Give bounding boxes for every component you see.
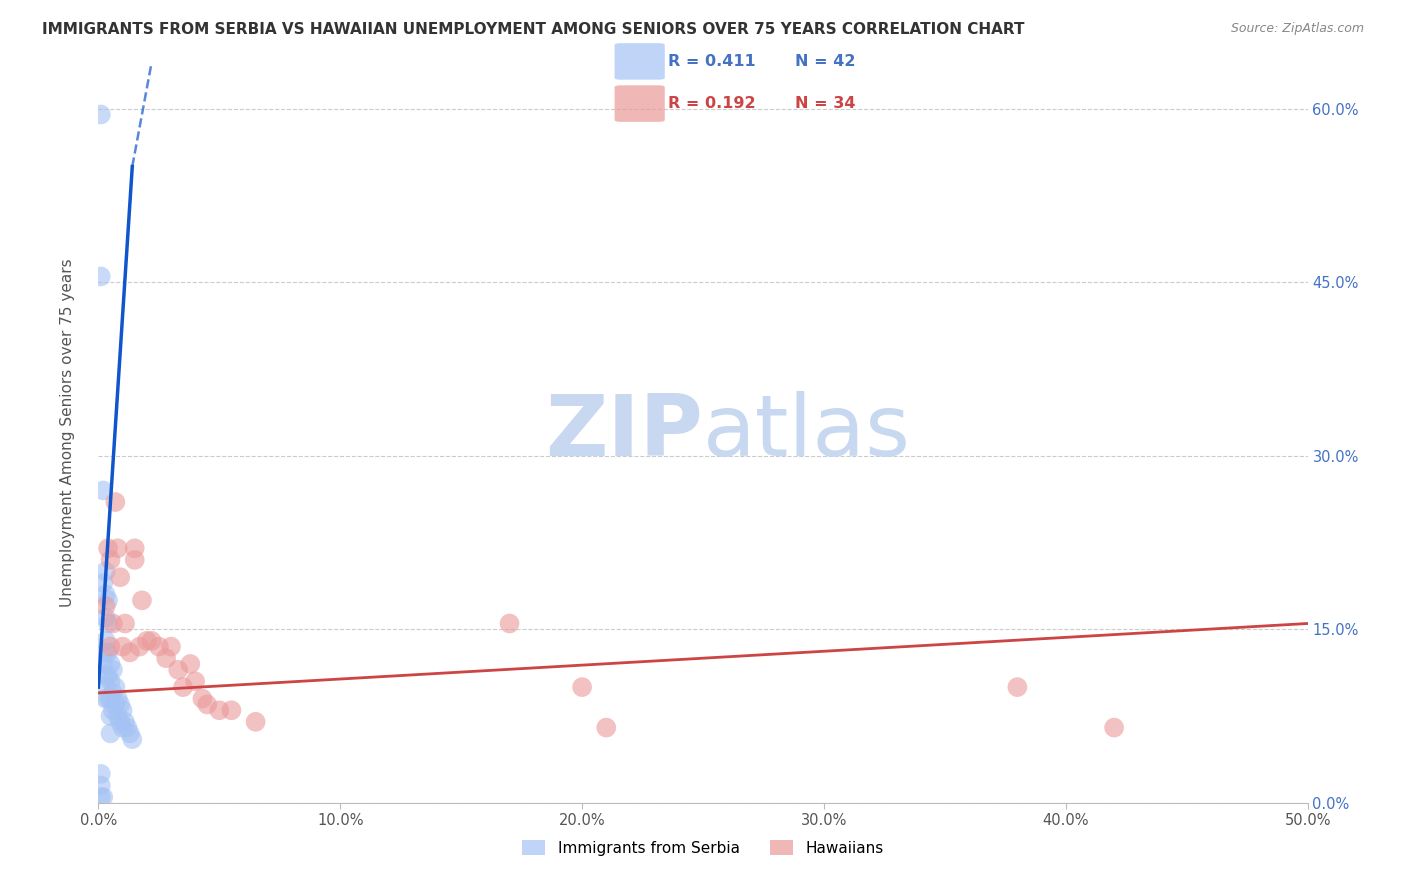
Point xyxy=(101,663,124,677)
Point xyxy=(100,674,122,689)
Point xyxy=(179,657,201,671)
Point xyxy=(135,633,157,648)
Point xyxy=(160,640,183,654)
Text: atlas: atlas xyxy=(703,391,911,475)
Point xyxy=(155,651,177,665)
Text: IMMIGRANTS FROM SERBIA VS HAWAIIAN UNEMPLOYMENT AMONG SENIORS OVER 75 YEARS CORR: IMMIGRANTS FROM SERBIA VS HAWAIIAN UNEMP… xyxy=(42,22,1025,37)
Point xyxy=(107,541,129,556)
Point xyxy=(100,726,122,740)
Point xyxy=(94,645,117,659)
Point xyxy=(97,593,120,607)
Point xyxy=(94,633,117,648)
Point xyxy=(90,767,112,781)
Point xyxy=(90,779,112,793)
Point xyxy=(114,714,136,729)
Point xyxy=(121,732,143,747)
Point xyxy=(94,668,117,682)
Point xyxy=(172,680,194,694)
Point xyxy=(148,640,170,654)
Point xyxy=(208,703,231,717)
Point xyxy=(117,721,139,735)
Point xyxy=(128,640,150,654)
Point xyxy=(100,553,122,567)
Point xyxy=(184,674,207,689)
Point xyxy=(245,714,267,729)
Point xyxy=(97,668,120,682)
Point xyxy=(111,703,134,717)
Point xyxy=(101,703,124,717)
Point xyxy=(221,703,243,717)
Point xyxy=(100,709,122,723)
FancyBboxPatch shape xyxy=(614,86,665,122)
Point xyxy=(104,680,127,694)
Text: R = 0.192: R = 0.192 xyxy=(668,96,755,112)
Point xyxy=(101,616,124,631)
FancyBboxPatch shape xyxy=(614,43,665,79)
Point xyxy=(100,640,122,654)
Point xyxy=(498,616,520,631)
Y-axis label: Unemployment Among Seniors over 75 years: Unemployment Among Seniors over 75 years xyxy=(60,259,75,607)
Point xyxy=(90,269,112,284)
Point xyxy=(94,599,117,614)
Text: Source: ZipAtlas.com: Source: ZipAtlas.com xyxy=(1230,22,1364,36)
Point xyxy=(111,721,134,735)
Point xyxy=(97,645,120,659)
Point xyxy=(97,616,120,631)
Point xyxy=(118,645,141,659)
Point xyxy=(124,553,146,567)
Point xyxy=(111,640,134,654)
Point xyxy=(91,483,114,498)
Point xyxy=(108,698,131,712)
Point xyxy=(114,616,136,631)
Point xyxy=(108,714,131,729)
Point xyxy=(195,698,218,712)
Text: ZIP: ZIP xyxy=(546,391,703,475)
Point xyxy=(571,680,593,694)
Point xyxy=(1102,721,1125,735)
Point xyxy=(107,709,129,723)
Point xyxy=(191,691,214,706)
Point xyxy=(90,107,112,121)
Point xyxy=(91,576,114,591)
Point xyxy=(100,657,122,671)
Text: R = 0.411: R = 0.411 xyxy=(668,54,755,69)
Point xyxy=(595,721,617,735)
Point xyxy=(101,686,124,700)
Point xyxy=(167,663,190,677)
Point xyxy=(141,633,163,648)
Point xyxy=(104,495,127,509)
Point xyxy=(90,790,112,805)
Point xyxy=(94,610,117,624)
Point xyxy=(124,541,146,556)
Point xyxy=(131,593,153,607)
Text: N = 34: N = 34 xyxy=(794,96,855,112)
Legend: Immigrants from Serbia, Hawaiians: Immigrants from Serbia, Hawaiians xyxy=(516,834,890,862)
Point xyxy=(108,570,131,584)
Point xyxy=(91,657,114,671)
Point xyxy=(1007,680,1029,694)
Point xyxy=(100,691,122,706)
Point xyxy=(104,698,127,712)
Point xyxy=(91,790,114,805)
Point xyxy=(97,691,120,706)
Text: N = 42: N = 42 xyxy=(794,54,855,69)
Point xyxy=(94,565,117,579)
Point xyxy=(94,588,117,602)
Point xyxy=(118,726,141,740)
Point xyxy=(97,541,120,556)
Point xyxy=(94,691,117,706)
Point xyxy=(94,680,117,694)
Point xyxy=(107,691,129,706)
